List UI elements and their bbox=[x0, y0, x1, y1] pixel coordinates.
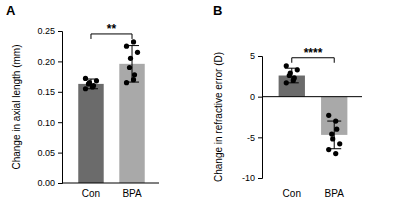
data-point bbox=[128, 56, 133, 61]
x-tick: BPA bbox=[325, 188, 345, 199]
x-axis: Con BPA bbox=[283, 188, 345, 199]
y-axis-title: Change in axial length (mm) bbox=[11, 44, 22, 169]
x-tick: Con bbox=[283, 188, 301, 199]
y-tick-mark bbox=[258, 97, 262, 98]
x-tick-label: BPA bbox=[325, 188, 345, 199]
y-tick: 0.25 bbox=[37, 26, 62, 36]
figure: 0.00 0.05 0.10 0.15 0.20 0.25 Con BPA Change in … bbox=[0, 0, 400, 215]
data-point bbox=[87, 80, 92, 85]
y-axis: 0.00 0.05 0.10 0.15 0.20 0.25 bbox=[37, 26, 62, 188]
data-point bbox=[131, 39, 136, 44]
bar bbox=[279, 76, 305, 97]
y-tick-mark bbox=[58, 183, 62, 184]
y-tick-label: 0.20 bbox=[37, 57, 55, 67]
data-point bbox=[124, 80, 129, 85]
data-point bbox=[83, 76, 88, 81]
plot-area bbox=[78, 39, 144, 183]
data-point bbox=[295, 67, 300, 72]
data-point bbox=[326, 113, 331, 118]
x-tick: BPA bbox=[122, 188, 142, 199]
y-tick: 0 bbox=[250, 92, 262, 102]
data-point bbox=[124, 44, 129, 49]
y-axis-domain bbox=[258, 57, 263, 179]
x-axis-line bbox=[262, 96, 362, 97]
x-tick-label: Con bbox=[82, 188, 100, 199]
panel: -10 -5 0 5 Con BPA Change in refractive error … bbox=[213, 3, 362, 199]
y-tick: 0.20 bbox=[37, 57, 62, 67]
y-tick-mark bbox=[58, 61, 62, 62]
y-tick-label: 0 bbox=[250, 92, 255, 102]
y-axis: -10 -5 0 5 bbox=[242, 51, 263, 183]
data-point bbox=[292, 75, 297, 80]
data-point bbox=[284, 80, 289, 85]
plot-area bbox=[279, 63, 348, 156]
y-tick-mark bbox=[58, 92, 62, 93]
data-point bbox=[337, 141, 342, 146]
y-tick-mark bbox=[58, 31, 62, 32]
y-tick-mark bbox=[58, 122, 62, 123]
y-tick-label: 5 bbox=[250, 51, 255, 61]
data-point bbox=[333, 118, 338, 123]
y-tick: 0.10 bbox=[37, 118, 62, 128]
data-point bbox=[132, 72, 137, 77]
y-tick-label: 0.15 bbox=[37, 87, 55, 97]
y-tick-label: 0.25 bbox=[37, 26, 55, 36]
data-point bbox=[127, 65, 132, 70]
bar bbox=[119, 64, 144, 183]
data-point bbox=[288, 70, 293, 75]
data-point bbox=[333, 151, 338, 156]
y-tick-mark bbox=[58, 153, 62, 154]
data-point bbox=[284, 63, 289, 68]
x-tick-label: Con bbox=[283, 188, 301, 199]
data-point bbox=[326, 147, 331, 152]
data-point bbox=[131, 77, 136, 82]
data-point bbox=[334, 127, 339, 132]
significance-label: **** bbox=[304, 46, 323, 60]
y-tick: 5 bbox=[250, 51, 262, 61]
y-tick-mark bbox=[258, 137, 262, 138]
x-tick-label: BPA bbox=[122, 188, 142, 199]
y-tick-label: 0.05 bbox=[37, 148, 55, 158]
y-tick: 0.05 bbox=[37, 148, 62, 158]
x-tick: Con bbox=[82, 188, 100, 199]
data-point bbox=[135, 50, 140, 55]
y-tick-mark bbox=[258, 56, 262, 57]
data-point bbox=[329, 131, 334, 136]
bar bbox=[78, 84, 103, 183]
x-axis: Con BPA bbox=[82, 188, 142, 199]
panel-label: A bbox=[6, 3, 16, 18]
y-tick: 0.00 bbox=[37, 178, 62, 188]
y-tick-label: 0.00 bbox=[37, 178, 55, 188]
error-line bbox=[132, 46, 133, 82]
y-tick: -5 bbox=[247, 133, 262, 143]
y-axis-domain bbox=[58, 32, 63, 184]
y-tick: -10 bbox=[242, 173, 262, 183]
data-point bbox=[94, 78, 99, 83]
significance-label: ** bbox=[107, 22, 117, 36]
y-axis-title: Change in refractive error (D) bbox=[213, 52, 224, 182]
y-tick: 0.15 bbox=[37, 87, 62, 97]
data-point bbox=[330, 136, 335, 141]
panel: 0.00 0.05 0.10 0.15 0.20 0.25 Con BPA Change in … bbox=[6, 3, 159, 199]
y-tick-mark bbox=[258, 178, 262, 179]
panel-label: B bbox=[213, 3, 222, 18]
bar bbox=[321, 97, 347, 135]
x-axis-line bbox=[62, 183, 159, 184]
y-tick-label: 0.10 bbox=[37, 118, 55, 128]
data-point bbox=[83, 86, 88, 91]
y-tick-label: -10 bbox=[242, 173, 255, 183]
y-tick-label: -5 bbox=[247, 133, 255, 143]
